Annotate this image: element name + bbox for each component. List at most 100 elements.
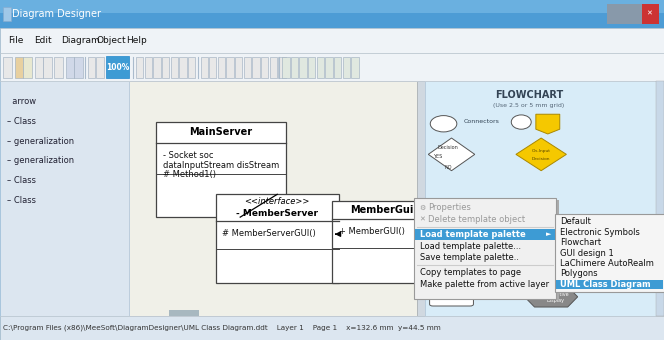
FancyBboxPatch shape	[0, 81, 129, 316]
Ellipse shape	[430, 116, 457, 132]
FancyBboxPatch shape	[201, 57, 208, 78]
FancyBboxPatch shape	[216, 194, 339, 283]
FancyBboxPatch shape	[106, 56, 129, 79]
Text: – Class: – Class	[7, 176, 36, 185]
Text: Decision: Decision	[438, 145, 459, 150]
FancyBboxPatch shape	[0, 0, 664, 28]
Text: MemberGui: MemberGui	[350, 205, 414, 215]
Text: # MemberServerGUI(): # MemberServerGUI()	[222, 229, 316, 238]
Text: dataInputStream disStream: dataInputStream disStream	[163, 161, 279, 170]
FancyBboxPatch shape	[169, 310, 199, 316]
Text: UML Class Diagram: UML Class Diagram	[560, 280, 651, 289]
FancyBboxPatch shape	[558, 215, 664, 293]
Text: C:\Program Files (x86)\MeeSoft\DiagramDesigner\UML Class Diagram.ddt    Layer 1 : C:\Program Files (x86)\MeeSoft\DiagramDe…	[3, 324, 441, 331]
FancyBboxPatch shape	[325, 57, 333, 78]
Text: Make palette from active layer: Make palette from active layer	[420, 280, 549, 289]
FancyBboxPatch shape	[0, 28, 664, 53]
FancyBboxPatch shape	[129, 81, 417, 316]
FancyBboxPatch shape	[88, 57, 95, 78]
Text: Properties: Properties	[428, 203, 471, 212]
Polygon shape	[521, 266, 566, 283]
FancyBboxPatch shape	[15, 57, 23, 78]
Text: Copy templates to page: Copy templates to page	[420, 268, 521, 277]
Text: Diagram: Diagram	[61, 36, 100, 45]
FancyBboxPatch shape	[209, 57, 216, 78]
FancyBboxPatch shape	[426, 242, 477, 264]
Text: 100%: 100%	[106, 63, 129, 72]
FancyBboxPatch shape	[282, 57, 290, 78]
Text: Display: Display	[442, 295, 461, 300]
Text: YES: YES	[433, 154, 442, 158]
Text: Terminator: Terminator	[437, 251, 466, 256]
Text: Help: Help	[126, 36, 147, 45]
Text: File: File	[8, 36, 23, 45]
Text: On-Input: On-Input	[532, 149, 550, 153]
Text: Save template palette..: Save template palette..	[420, 253, 519, 262]
FancyBboxPatch shape	[3, 57, 12, 78]
Text: – Class: – Class	[7, 117, 36, 126]
Text: – generalization: – generalization	[7, 137, 74, 146]
FancyBboxPatch shape	[0, 53, 664, 81]
FancyBboxPatch shape	[0, 316, 664, 340]
Text: (Use 2.5 or 5 mm grid): (Use 2.5 or 5 mm grid)	[493, 103, 564, 107]
FancyBboxPatch shape	[3, 7, 11, 21]
Text: Note: Note	[535, 250, 550, 255]
FancyBboxPatch shape	[235, 57, 242, 78]
Text: # Method1(): # Method1()	[163, 170, 216, 179]
FancyBboxPatch shape	[291, 57, 298, 78]
Text: Object: Object	[96, 36, 126, 45]
Polygon shape	[525, 287, 578, 307]
Text: Diagram Designer: Diagram Designer	[12, 9, 101, 19]
Polygon shape	[428, 138, 475, 171]
FancyBboxPatch shape	[226, 57, 234, 78]
FancyBboxPatch shape	[332, 201, 432, 283]
FancyBboxPatch shape	[343, 57, 350, 78]
Text: MainServer: MainServer	[189, 128, 252, 137]
FancyBboxPatch shape	[425, 81, 664, 316]
Text: Interactive: Interactive	[542, 292, 569, 297]
FancyBboxPatch shape	[96, 57, 104, 78]
FancyBboxPatch shape	[252, 57, 260, 78]
Text: ✕: ✕	[647, 11, 652, 17]
Polygon shape	[516, 138, 566, 171]
FancyBboxPatch shape	[656, 81, 664, 316]
Text: User Input: User Input	[531, 272, 558, 277]
Text: ⚙: ⚙	[419, 205, 425, 211]
FancyBboxPatch shape	[162, 57, 169, 78]
Text: →: →	[487, 270, 493, 279]
FancyBboxPatch shape	[417, 81, 425, 316]
Text: LaChimere AutoRealm: LaChimere AutoRealm	[560, 259, 654, 268]
Text: FLOWCHART: FLOWCHART	[495, 90, 563, 100]
FancyBboxPatch shape	[415, 230, 555, 240]
FancyBboxPatch shape	[171, 57, 178, 78]
FancyBboxPatch shape	[153, 57, 161, 78]
FancyBboxPatch shape	[261, 57, 268, 78]
FancyBboxPatch shape	[188, 57, 195, 78]
FancyBboxPatch shape	[416, 200, 559, 300]
Text: NO: NO	[444, 165, 452, 170]
Text: - Socket soc: - Socket soc	[163, 151, 213, 160]
FancyBboxPatch shape	[351, 57, 359, 78]
Polygon shape	[445, 267, 481, 282]
Text: Delete template object: Delete template object	[428, 215, 525, 224]
FancyBboxPatch shape	[43, 57, 52, 78]
FancyBboxPatch shape	[317, 57, 324, 78]
Text: Connectors: Connectors	[463, 119, 499, 123]
FancyBboxPatch shape	[35, 57, 43, 78]
Text: Display: Display	[546, 298, 565, 303]
FancyBboxPatch shape	[270, 57, 277, 78]
FancyBboxPatch shape	[640, 4, 659, 24]
FancyBboxPatch shape	[555, 214, 664, 292]
Text: Polygons: Polygons	[560, 270, 598, 278]
FancyBboxPatch shape	[218, 57, 225, 78]
FancyBboxPatch shape	[607, 4, 625, 24]
FancyBboxPatch shape	[430, 288, 473, 306]
Text: Load template palette: Load template palette	[420, 230, 526, 239]
Text: Default: Default	[560, 217, 591, 226]
FancyBboxPatch shape	[74, 57, 83, 78]
Ellipse shape	[511, 115, 531, 129]
Text: – generalization: – generalization	[7, 156, 74, 165]
Text: Data: Data	[457, 272, 470, 277]
Text: + MemberGUI(): + MemberGUI()	[339, 227, 404, 237]
FancyBboxPatch shape	[54, 57, 63, 78]
